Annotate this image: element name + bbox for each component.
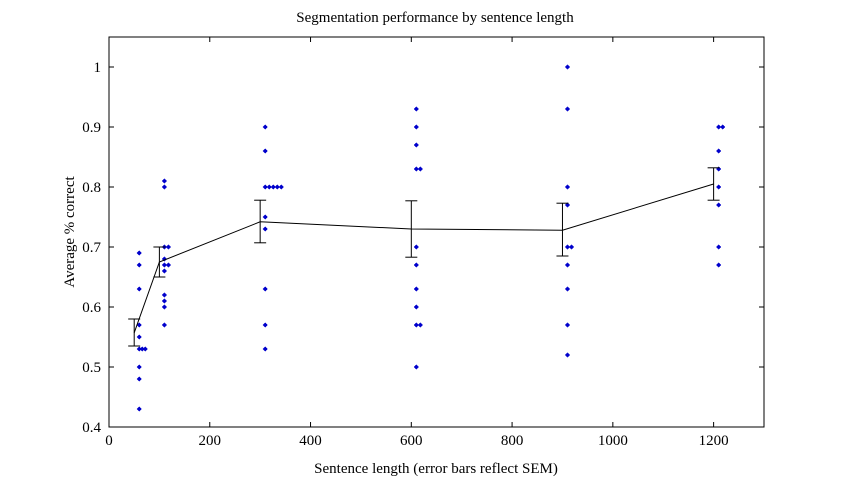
data-point <box>161 256 168 262</box>
data-point <box>262 148 268 154</box>
data-point <box>161 262 168 268</box>
data-point <box>262 184 268 190</box>
data-point <box>413 322 419 328</box>
x-tick-label: 1200 <box>699 433 729 449</box>
data-point <box>564 106 571 112</box>
data-point <box>716 124 722 130</box>
data-point <box>564 244 571 250</box>
data-point <box>716 262 722 268</box>
data-point <box>165 244 172 250</box>
data-point <box>270 184 276 190</box>
data-point <box>413 304 419 310</box>
data-point <box>413 124 419 130</box>
x-axis-title: Sentence length (error bars reflect SEM) <box>314 461 558 477</box>
data-point <box>413 364 419 370</box>
data-point <box>413 244 419 250</box>
data-point <box>716 202 722 208</box>
data-point <box>262 124 268 130</box>
data-point <box>262 214 268 220</box>
data-point <box>161 298 168 304</box>
data-point <box>413 166 419 172</box>
data-point <box>564 286 571 292</box>
data-point <box>564 184 571 190</box>
data-point <box>136 334 142 340</box>
data-point <box>413 142 419 148</box>
data-point <box>417 166 424 172</box>
data-point <box>161 304 168 310</box>
data-point <box>161 184 168 190</box>
y-tick-label: 0.7 <box>82 240 101 256</box>
error-bars <box>128 167 720 347</box>
data-point <box>716 148 722 154</box>
data-point <box>161 268 168 274</box>
y-tick-label: 0.6 <box>82 300 101 316</box>
y-axis-title: Average % correct <box>62 176 78 288</box>
data-point <box>413 106 419 112</box>
data-point <box>564 262 571 268</box>
data-point <box>413 262 419 268</box>
data-point <box>564 352 571 358</box>
data-point <box>136 262 142 268</box>
y-tick-label: 0.8 <box>82 180 101 196</box>
data-point <box>274 184 280 190</box>
data-point <box>262 346 268 352</box>
data-point <box>262 226 268 232</box>
y-tick-label: 1 <box>94 60 102 76</box>
data-point <box>161 322 168 328</box>
y-tick-label: 0.5 <box>82 360 101 376</box>
x-tick-label: 1000 <box>598 433 628 449</box>
data-point <box>417 322 424 328</box>
data-point <box>716 244 722 250</box>
data-point <box>262 322 268 328</box>
y-tick-label: 0.4 <box>82 420 101 436</box>
data-point <box>142 346 148 352</box>
y-axis: 0.4 0.5 0.6 0.7 0.8 0.9 1 <box>82 60 764 436</box>
y-tick-label: 0.9 <box>82 120 101 136</box>
scatter-points <box>136 64 726 412</box>
data-point <box>278 184 284 190</box>
data-point <box>136 286 142 292</box>
x-tick-label: 600 <box>400 433 423 449</box>
data-point <box>136 406 142 412</box>
x-tick-label: 200 <box>199 433 222 449</box>
data-point <box>136 364 142 370</box>
data-point <box>564 202 571 208</box>
data-point <box>720 124 726 130</box>
data-point <box>568 244 575 250</box>
data-point <box>136 250 142 256</box>
data-point <box>413 286 419 292</box>
plot-area <box>108 36 765 428</box>
data-point <box>165 262 172 268</box>
data-point <box>266 184 272 190</box>
x-axis: 0 200 400 600 800 1000 1200 <box>105 37 729 449</box>
data-point <box>161 292 168 298</box>
error-bar <box>556 202 569 257</box>
x-tick-label: 0 <box>105 433 113 449</box>
data-point <box>136 376 142 382</box>
data-point <box>262 286 268 292</box>
data-point <box>564 64 571 70</box>
data-point <box>564 322 571 328</box>
mean-line <box>133 183 714 333</box>
data-point <box>716 184 722 190</box>
x-tick-label: 400 <box>299 433 322 449</box>
chart-title: Segmentation performance by sentence len… <box>296 10 574 26</box>
x-tick-label: 800 <box>501 433 524 449</box>
data-point <box>161 178 168 184</box>
